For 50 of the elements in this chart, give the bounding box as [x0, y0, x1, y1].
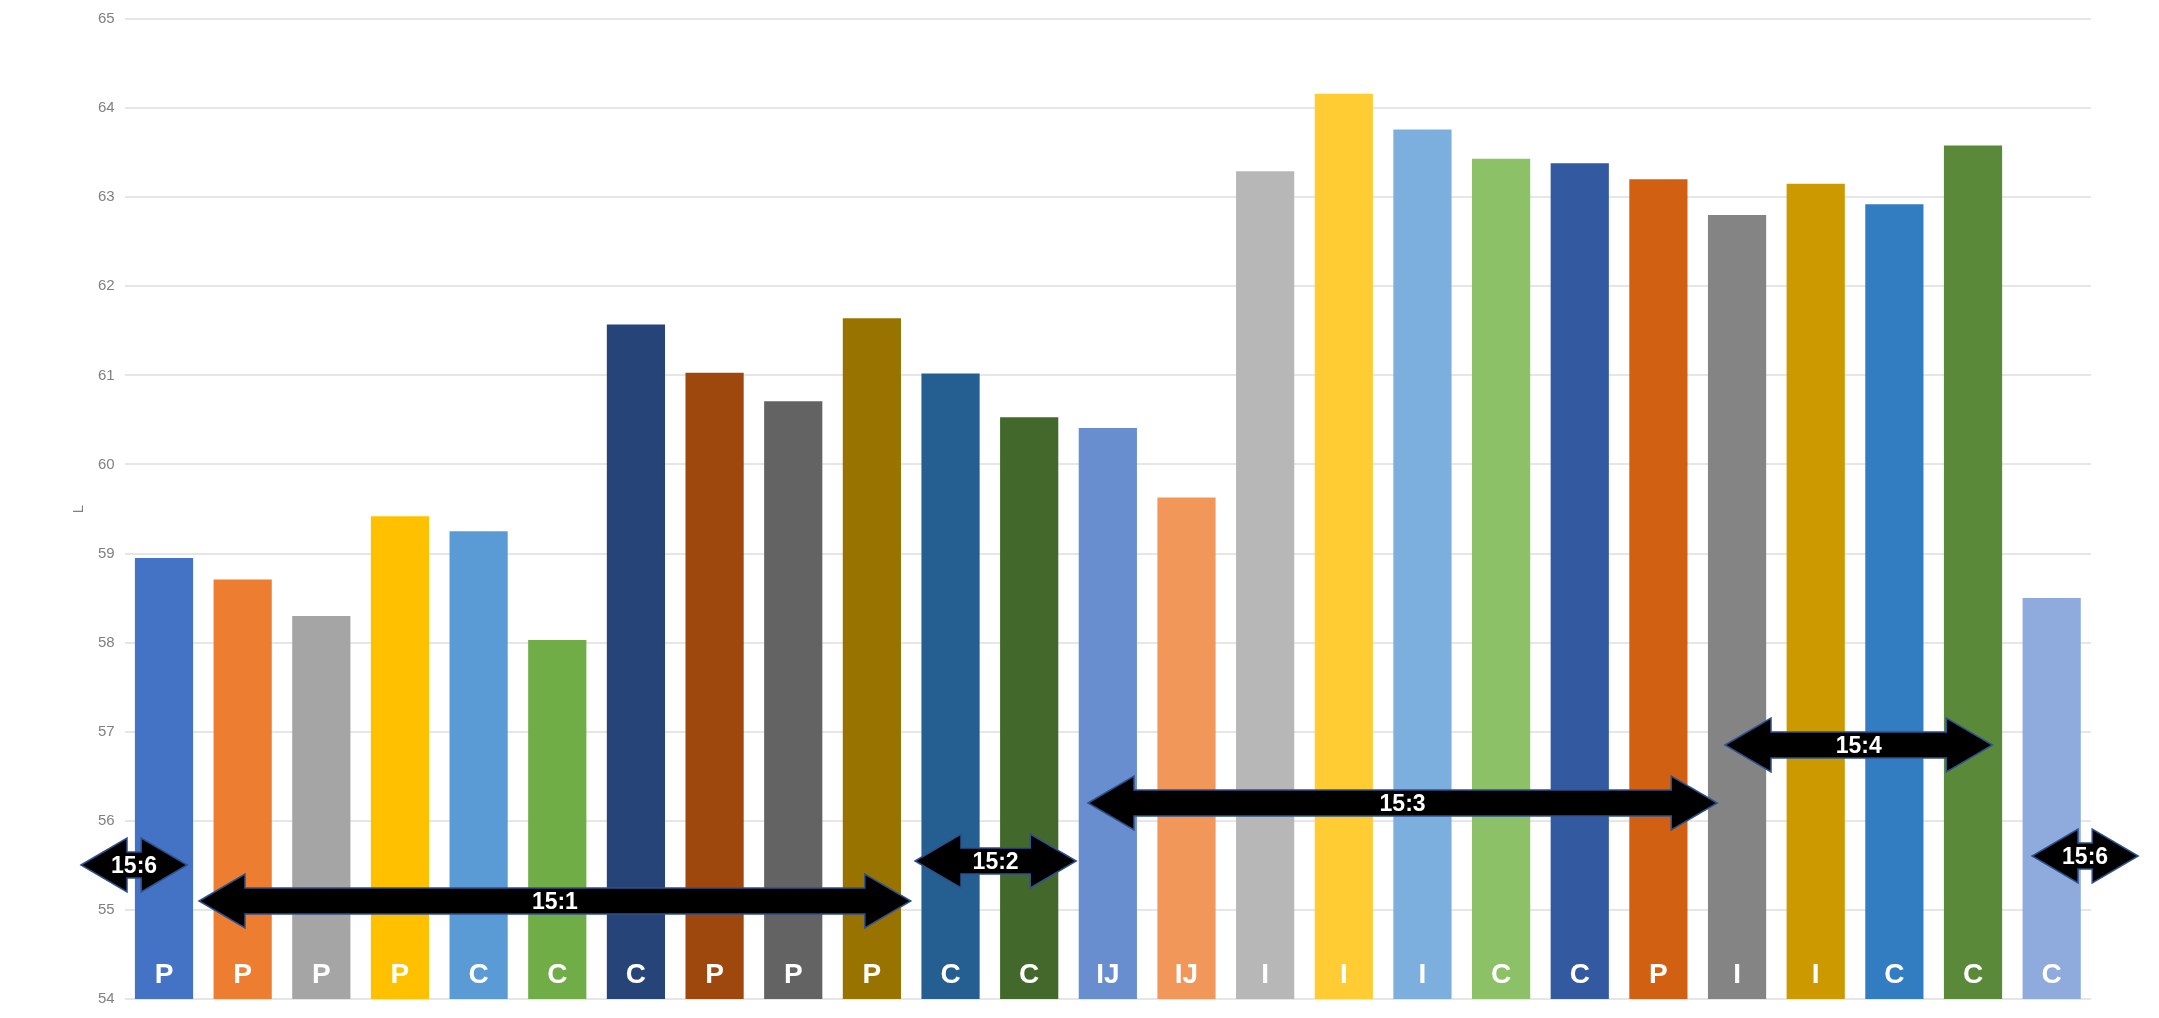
x-tick-label: I: [1418, 957, 1427, 989]
y-tick-label: 59: [98, 543, 115, 561]
x-tick-label: C: [547, 957, 568, 989]
double-arrow: 15:6: [81, 838, 188, 893]
x-tick-label: I: [1811, 957, 1820, 989]
x-tick-label: C: [1569, 957, 1590, 989]
x-tick-label: P: [233, 957, 253, 989]
x-tick-label: C: [468, 957, 489, 989]
x-tick-label: P: [154, 957, 174, 989]
x-tick-label: IJ: [1174, 957, 1199, 989]
y-axis-title: L: [69, 504, 87, 514]
y-tick-label: 65: [98, 9, 115, 27]
y-tick-label: 54: [98, 989, 115, 1007]
x-tick-label: I: [1733, 957, 1741, 989]
y-tick-label: 56: [98, 810, 115, 828]
x-tick-label: P: [862, 957, 882, 989]
annotation: 15:2: [972, 847, 1019, 874]
double-arrow: 15:6: [2032, 829, 2139, 884]
x-tick-label: C: [1884, 957, 1905, 989]
x-tick-label: P: [1649, 957, 1668, 989]
y-tick-label: 62: [98, 276, 115, 294]
x-tick-label: IJ: [1096, 957, 1120, 989]
x-tick-label: P: [311, 957, 331, 989]
x-tick-label: I: [1339, 957, 1348, 989]
y-tick-label: 58: [98, 632, 115, 650]
annotation: 15:3: [1379, 790, 1426, 816]
annotation: 15:6: [111, 852, 158, 879]
y-tick-label: 61: [98, 365, 115, 383]
y-tick-label: 60: [98, 454, 115, 472]
x-tick-label: P: [390, 957, 410, 989]
y-tick-label: 55: [98, 900, 115, 918]
x-tick-label: P: [783, 957, 803, 989]
annotation: 15:1: [532, 888, 579, 914]
double-arrow: 15:1: [199, 874, 912, 928]
annotation: 15:4: [1835, 732, 1883, 759]
x-tick-label: C: [1019, 957, 1040, 989]
x-tick-label: I: [1261, 957, 1270, 989]
double-arrow: 15:4: [1725, 718, 1993, 773]
y-tick-label: 64: [98, 98, 115, 116]
x-tick-label: C: [625, 957, 647, 989]
double-arrow: 15:3: [1088, 776, 1718, 830]
x-tick-label: P: [705, 957, 724, 989]
x-tick-label: C: [2041, 957, 2062, 989]
y-tick-label: 57: [98, 721, 115, 739]
x-tick-label: C: [1490, 957, 1512, 989]
x-tick-label: C: [1962, 957, 1984, 989]
x-tick-label: C: [940, 957, 961, 989]
annotation: 15:6: [2062, 843, 2109, 870]
y-tick-label: 63: [98, 187, 115, 205]
double-arrow: 15:2: [915, 833, 1077, 888]
